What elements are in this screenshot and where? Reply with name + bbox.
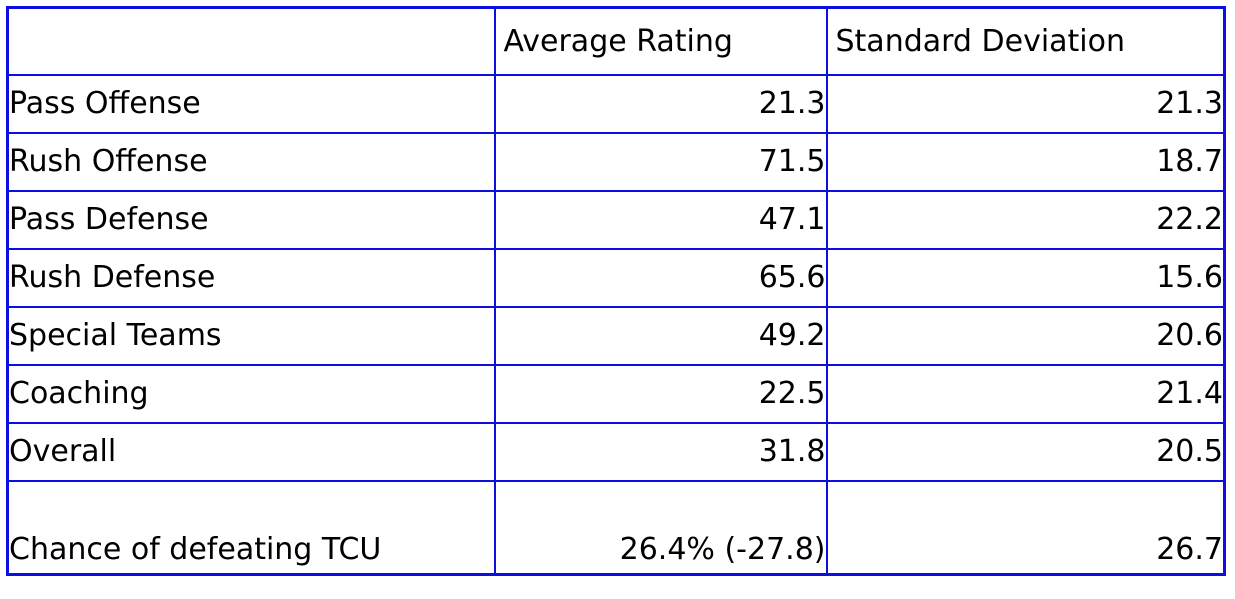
table-row: Coaching 22.5 21.4 [6, 363, 1226, 424]
chance-of-defeating-tcu-value: 26.4% (-27.8) [493, 479, 828, 576]
chance-of-defeating-tcu-label: Chance of defeating TCU [6, 479, 496, 576]
row-label: Pass Defense [6, 189, 496, 250]
table-row: Pass Defense 47.1 22.2 [6, 189, 1226, 250]
ratings-table: Average Rating Standard Deviation Pass O… [6, 6, 1226, 576]
standard-deviation-value: 20.5 [825, 421, 1226, 482]
table-row: Special Teams 49.2 20.6 [6, 305, 1226, 366]
row-label: Coaching [6, 363, 496, 424]
table-row: Rush Offense 71.5 18.7 [6, 131, 1226, 192]
average-rating-value: 71.5 [493, 131, 828, 192]
chance-of-defeating-tcu-standard-deviation: 26.7 [825, 479, 1226, 576]
average-rating-value: 47.1 [493, 189, 828, 250]
table-row: Pass Offense 21.3 21.3 [6, 73, 1226, 134]
table-header-row: Average Rating Standard Deviation [6, 6, 1226, 76]
standard-deviation-value: 20.6 [825, 305, 1226, 366]
standard-deviation-value: 21.3 [825, 73, 1226, 134]
row-label: Special Teams [6, 305, 496, 366]
table-row: Overall 31.8 20.5 [6, 421, 1226, 482]
average-rating-value: 21.3 [493, 73, 828, 134]
standard-deviation-value: 22.2 [825, 189, 1226, 250]
average-rating-value: 31.8 [493, 421, 828, 482]
average-rating-value: 22.5 [493, 363, 828, 424]
standard-deviation-value: 15.6 [825, 247, 1226, 308]
row-label: Overall [6, 421, 496, 482]
row-label: Pass Offense [6, 73, 496, 134]
row-label: Rush Defense [6, 247, 496, 308]
footer-row: Chance of defeating TCU 26.4% (-27.8) 26… [6, 479, 1226, 576]
column-header-average-rating: Average Rating [493, 6, 828, 76]
average-rating-value: 65.6 [493, 247, 828, 308]
average-rating-value: 49.2 [493, 305, 828, 366]
standard-deviation-value: 18.7 [825, 131, 1226, 192]
standard-deviation-value: 21.4 [825, 363, 1226, 424]
column-header-standard-deviation: Standard Deviation [825, 6, 1226, 76]
row-label: Rush Offense [6, 131, 496, 192]
table-row: Rush Defense 65.6 15.6 [6, 247, 1226, 308]
column-header-empty [6, 6, 496, 76]
